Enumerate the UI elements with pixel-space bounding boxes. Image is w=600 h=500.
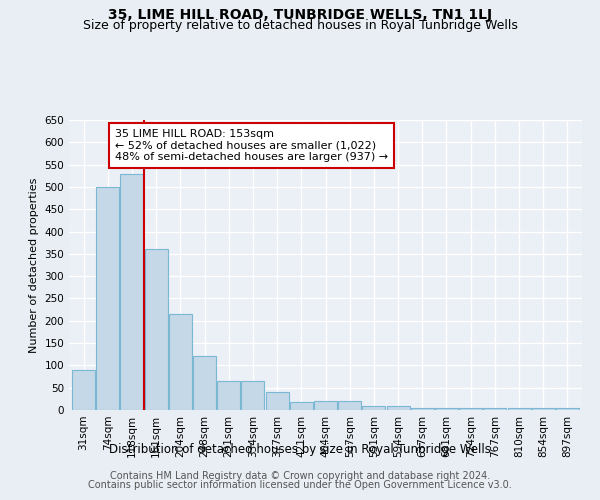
Bar (338, 401, 361, 410)
Bar (435, 408, 458, 410)
Bar (193, 356, 216, 410)
Bar (386, 406, 410, 410)
Bar (362, 406, 385, 410)
Bar (96, 187, 119, 410)
Bar (169, 314, 192, 410)
Text: Distribution of detached houses by size in Royal Tunbridge Wells: Distribution of detached houses by size … (109, 442, 491, 456)
Text: 35 LIME HILL ROAD: 153sqm
← 52% of detached houses are smaller (1,022)
48% of se: 35 LIME HILL ROAD: 153sqm ← 52% of detac… (115, 129, 388, 162)
Bar (145, 250, 167, 410)
Bar (556, 408, 579, 410)
Text: 35, LIME HILL ROAD, TUNBRIDGE WELLS, TN1 1LJ: 35, LIME HILL ROAD, TUNBRIDGE WELLS, TN1… (108, 8, 492, 22)
Bar (241, 381, 265, 410)
Text: Contains public sector information licensed under the Open Government Licence v3: Contains public sector information licen… (88, 480, 512, 490)
Bar (411, 408, 434, 410)
Bar (532, 408, 555, 410)
Bar (314, 401, 337, 410)
Bar (121, 174, 143, 410)
Bar (459, 408, 482, 410)
Text: Contains HM Land Registry data © Crown copyright and database right 2024.: Contains HM Land Registry data © Crown c… (110, 471, 490, 481)
Text: Size of property relative to detached houses in Royal Tunbridge Wells: Size of property relative to detached ho… (83, 19, 517, 32)
Bar (484, 408, 506, 410)
Y-axis label: Number of detached properties: Number of detached properties (29, 178, 39, 352)
Bar (508, 408, 530, 410)
Bar (290, 402, 313, 410)
Bar (72, 370, 95, 410)
Bar (266, 392, 289, 410)
Bar (217, 381, 240, 410)
